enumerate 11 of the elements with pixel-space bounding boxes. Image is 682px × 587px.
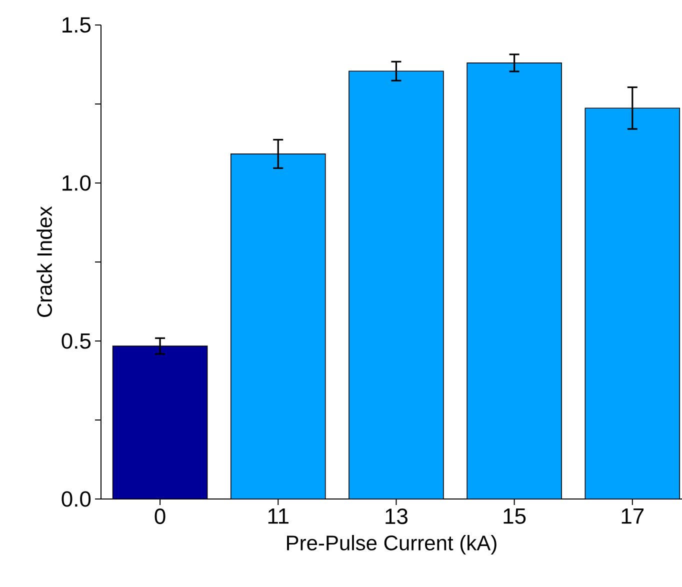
x-tick-label: 17 bbox=[622, 508, 644, 524]
x-tick-label: 13 bbox=[386, 508, 408, 524]
y-tick-label: 1.0 bbox=[62, 175, 91, 191]
x-tick-label: 11 bbox=[268, 508, 288, 524]
y-axis-title: Crack Index bbox=[36, 206, 52, 317]
y-tick-label: 1.5 bbox=[62, 17, 91, 33]
y-tick-label: 0.5 bbox=[62, 333, 91, 349]
x-tick-label: 0 bbox=[154, 508, 166, 524]
x-axis-title: Pre-Pulse Current (kA) bbox=[287, 534, 496, 555]
x-tick-label: 15 bbox=[504, 508, 526, 524]
y-tick-label: 0.0 bbox=[62, 491, 91, 507]
